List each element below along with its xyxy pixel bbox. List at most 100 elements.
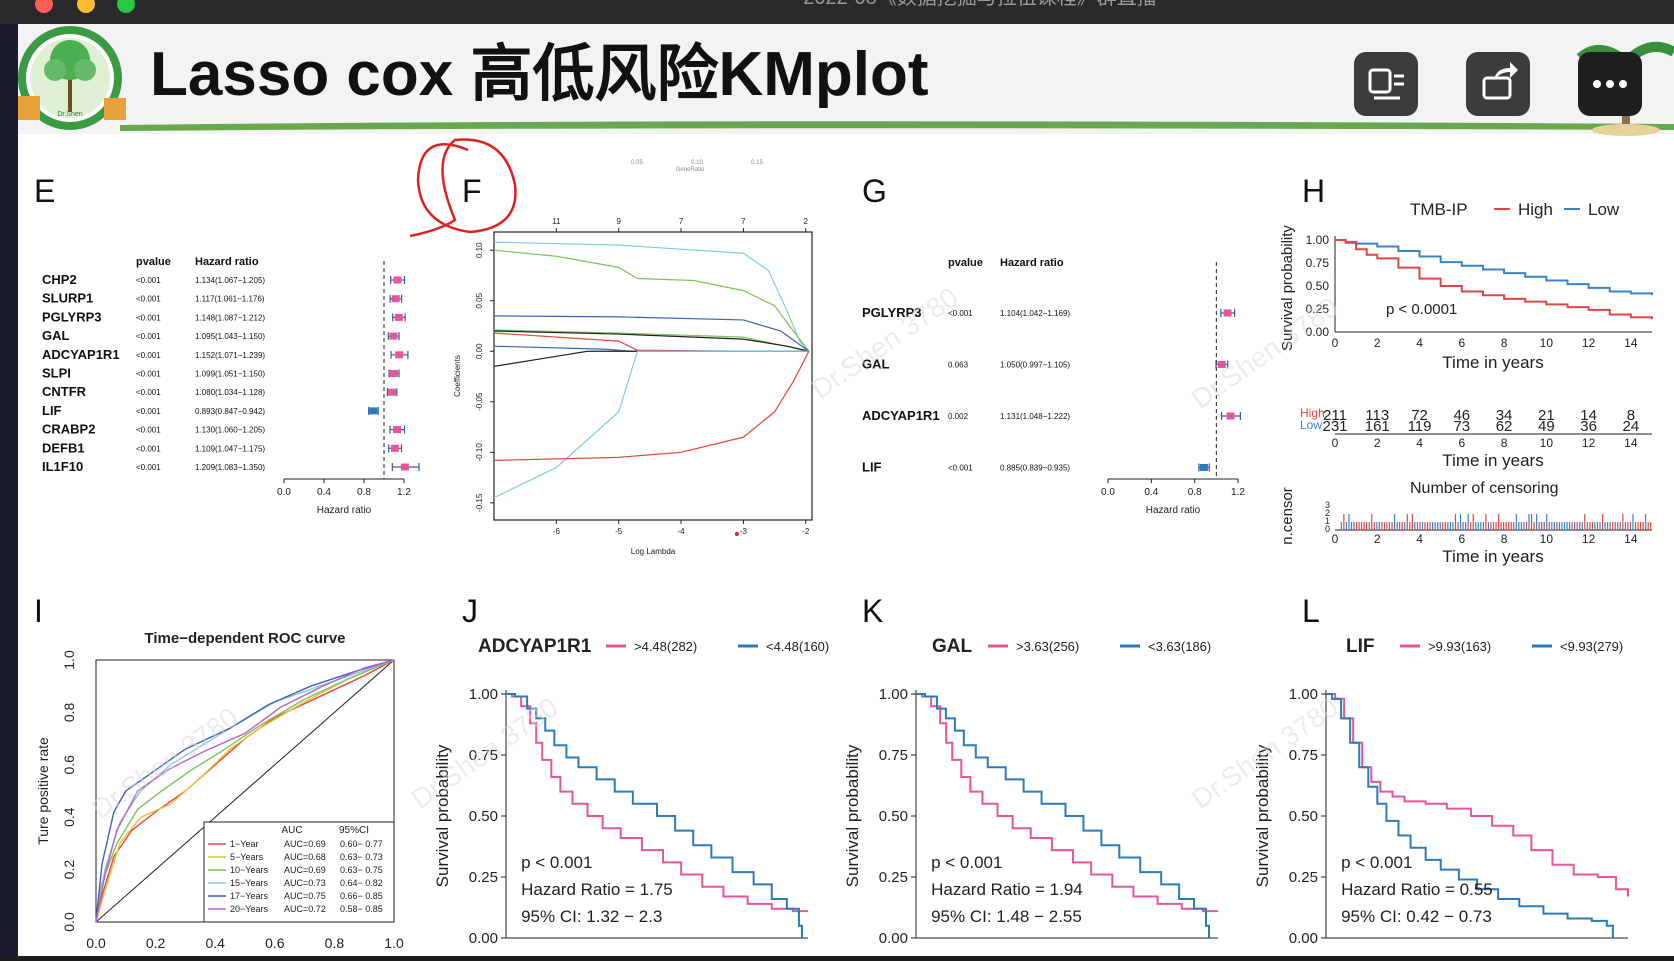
- h-x-label: Time in years: [1442, 353, 1543, 372]
- lasso-coefficient-path: [493, 330, 810, 352]
- h-x-tick-label: 14: [1624, 336, 1638, 350]
- panel-e-letter: E: [34, 173, 55, 209]
- close-button[interactable]: [35, 0, 53, 13]
- forest-hr-text: 1.152(1.071−1.239): [195, 351, 265, 360]
- forest-gene-label: DEFB1: [42, 440, 85, 455]
- caption-toggle-button[interactable]: [1354, 52, 1418, 116]
- h-risk-high-count: 113: [1365, 407, 1389, 424]
- roc-title: Time−dependent ROC curve: [144, 630, 345, 647]
- h-risk-low-count: 36: [1580, 418, 1597, 435]
- logo-text: Dr.Shen: [57, 111, 82, 118]
- roc-legend-box: [203, 821, 395, 923]
- roc-legend-ci: 0.58− 0.85: [340, 904, 383, 914]
- forest-gene-label: ADCYAP1R1: [42, 347, 120, 362]
- panel-j-letter: J: [462, 593, 478, 629]
- forest-hr-point: [369, 407, 378, 415]
- panel-l-km-plot: LIF >9.93(163) <9.93(279) 1.00 0.75 0.50 0.25 0…: [1253, 636, 1629, 947]
- forest-hr-text: 1.099(1.051−1.150): [195, 370, 265, 379]
- panel-g-letter: G: [862, 173, 887, 209]
- lasso-top-tick-label: 11: [552, 217, 561, 226]
- forest-gene-label: PGLYRP3: [862, 305, 922, 320]
- h-censor-x-tick-label: 12: [1582, 532, 1596, 546]
- km-y-tick-label: 0.50: [879, 808, 908, 825]
- km-y-tick-label: 0.75: [879, 747, 908, 764]
- forest-pvalue: <0.001: [136, 407, 161, 416]
- h-y-tick-label: 1.00: [1306, 233, 1330, 247]
- forest-hr-text: 1.104(1.042−1.169): [1000, 309, 1070, 318]
- forest-gene-label: IL1F10: [42, 459, 83, 474]
- forest-pvalue: <0.001: [136, 463, 161, 472]
- lasso-y-tick-label: 0.10: [475, 242, 484, 258]
- h-x-tick-label: 8: [1501, 336, 1508, 350]
- h-legend-title: TMB-IP: [1410, 200, 1468, 219]
- roc-x-tick-label: 0.0: [86, 935, 106, 951]
- forest-gene-label: LIF: [42, 403, 62, 418]
- roc-curve: [95, 659, 395, 923]
- forest-gene-label: CHP2: [42, 272, 77, 287]
- h-risk-low-count: 73: [1453, 418, 1470, 435]
- h-risk-high-label: High: [1300, 406, 1325, 420]
- h-risk-low-count: 24: [1623, 418, 1640, 435]
- lasso-x-tick-label: -6: [553, 527, 561, 536]
- forest-hr-text: 0.893(0.847−0.942): [195, 407, 265, 416]
- roc-legend-auc: AUC=0.72: [284, 904, 326, 914]
- h-pvalue: p < 0.0001: [1386, 301, 1457, 318]
- roc-y-tick-label: 0.6: [61, 755, 77, 775]
- share-button[interactable]: [1466, 52, 1530, 116]
- minimize-button[interactable]: [77, 0, 95, 13]
- h-censor-y-tick: 2: [1325, 508, 1330, 518]
- forest-x-label: Hazard ratio: [1146, 505, 1201, 516]
- forest-gene-label: GAL: [42, 328, 70, 343]
- h-y-tick-label: 0.50: [1306, 279, 1330, 293]
- km-y-tick-label: 0.25: [1289, 869, 1318, 886]
- forest-hr-text: 1.131(1.048−1.222): [1000, 412, 1070, 421]
- km-pvalue: p < 0.001: [521, 853, 592, 872]
- forest-hr-point: [394, 313, 403, 321]
- km-curve-low: [1326, 693, 1614, 938]
- km-hazard-ratio: Hazard Ratio = 1.75: [521, 880, 673, 899]
- forest-gene-label: LIF: [862, 460, 882, 475]
- h-censor-x-tick-label: 8: [1501, 532, 1508, 546]
- window-titlebar: [0, 0, 1674, 24]
- h-censor-title: Number of censoring: [1410, 480, 1559, 497]
- more-button[interactable]: [1578, 52, 1642, 116]
- roc-legend-label: 5−Years: [230, 852, 263, 862]
- forest-hr-point: [1226, 412, 1235, 420]
- lasso-y-tick-label: 0.00: [475, 343, 484, 359]
- zoom-button[interactable]: [117, 0, 135, 13]
- panel-l-letter: L: [1302, 593, 1320, 629]
- forest-gene-label: GAL: [862, 357, 890, 372]
- forest-hr-point: [393, 276, 402, 284]
- km-ci: 95% CI: 1.32 − 2.3: [521, 907, 662, 926]
- panel-k-letter: K: [862, 593, 883, 629]
- roc-legend-ci: 0.66− 0.85: [340, 891, 383, 901]
- panel-k-km-plot: GAL >3.63(256) <3.63(186) 1.00 0.75 0.50 0.25 0…: [843, 636, 1218, 947]
- lasso-coefficient-path: [493, 315, 810, 352]
- km-y-tick-label: 0.25: [469, 869, 498, 886]
- h-risk-x-tick-label: 14: [1624, 436, 1638, 450]
- h-censor-y-tick: 3: [1325, 500, 1330, 510]
- h-risk-x-tick-label: 6: [1458, 436, 1465, 450]
- forest-pvalue: <0.001: [136, 313, 161, 322]
- roc-diagonal: [95, 659, 395, 923]
- forest-gene-label: SLPI: [42, 366, 71, 381]
- roc-legend-label: 20−Years: [230, 904, 268, 914]
- lasso-top-tick-label: 7: [679, 217, 684, 226]
- h-y-tick-label: 0.00: [1306, 325, 1330, 339]
- km-y-tick-label: 0.25: [879, 869, 908, 886]
- faded-axis-label: GeneRatio: [676, 167, 705, 173]
- lasso-x-tick-label: -5: [615, 527, 623, 536]
- km-legend-low-label: <3.63(186): [1148, 639, 1211, 654]
- roc-legend-auc: AUC=0.69: [284, 865, 326, 875]
- lasso-top-tick-label: 9: [616, 217, 621, 226]
- lasso-plot-frame: [493, 231, 813, 521]
- logo: Dr.Shen: [18, 26, 126, 130]
- roc-legend-label: 1−Year: [230, 839, 258, 849]
- slide-title: Lasso cox 高低风险KMplot: [150, 40, 929, 109]
- h-risk-x-tick-label: 4: [1416, 436, 1423, 450]
- hand-annotation: [409, 138, 517, 238]
- forest-x-tick-label: 1.2: [1231, 487, 1245, 498]
- roc-legend-ci: 0.63− 0.75: [340, 865, 383, 875]
- forest-x-tick-label: 1.2: [397, 487, 411, 498]
